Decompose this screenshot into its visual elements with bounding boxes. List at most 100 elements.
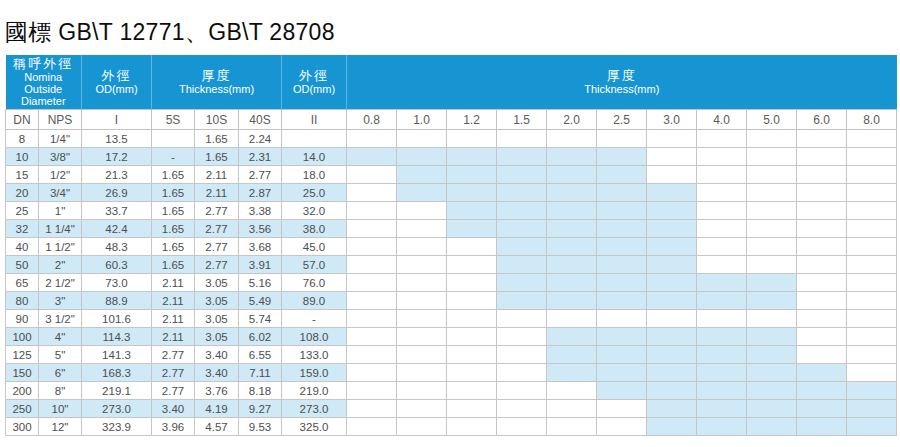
cell-dn: 20 xyxy=(6,184,39,202)
cell-thickness-1.0 xyxy=(397,292,447,310)
cell-5s: 2.77 xyxy=(152,346,195,364)
cell-thickness-2.0 xyxy=(547,346,597,364)
cell-thickness-1.2 xyxy=(447,382,497,400)
cell-thickness-1.0 xyxy=(397,184,447,202)
table-row-dn-32: 321 1/4"42.41.652.773.5638.0 xyxy=(6,220,897,238)
cell-nps: 5" xyxy=(39,346,82,364)
cell-dn: 40 xyxy=(6,238,39,256)
cell-thickness-0.8 xyxy=(347,202,397,220)
cell-5s: 2.11 xyxy=(152,292,195,310)
subheader-nps: NPS xyxy=(39,110,82,130)
cell-5s: 2.11 xyxy=(152,310,195,328)
cell-dn: 90 xyxy=(6,310,39,328)
cell-thickness-0.8 xyxy=(347,220,397,238)
cell-thickness-2.5 xyxy=(597,202,647,220)
table-row-dn-20: 203/4"26.91.652.112.8725.0 xyxy=(6,184,897,202)
table-row-dn-15: 151/2"21.31.652.112.7718.0 xyxy=(6,166,897,184)
cell-thickness-8.0 xyxy=(847,400,897,418)
cell-nps: 3/8" xyxy=(39,148,82,166)
cell-thickness-8.0 xyxy=(847,418,897,436)
cell-thickness-0.8 xyxy=(347,166,397,184)
cell-thickness-2.0 xyxy=(547,274,597,292)
cell-thickness-4.0 xyxy=(697,400,747,418)
cell-thickness-1.5 xyxy=(497,292,547,310)
cell-thickness-6.0 xyxy=(797,220,847,238)
cell-od2: - xyxy=(282,310,347,328)
cell-10s: 2.11 xyxy=(195,184,239,202)
cell-thickness-1.2 xyxy=(447,328,497,346)
cell-thickness-0.8 xyxy=(347,148,397,166)
subheader-row: DNNPSI5S10S40SII0.81.01.21.52.02.53.04.0… xyxy=(6,110,897,130)
table-row-dn-100: 1004"114.32.113.056.02108.0 xyxy=(6,328,897,346)
cell-10s: 2.77 xyxy=(195,256,239,274)
cell-thickness-1.2 xyxy=(447,202,497,220)
cell-40s: 6.55 xyxy=(239,346,282,364)
subheader-40s: 40S xyxy=(239,110,282,130)
subheader-1.2: 1.2 xyxy=(447,110,497,130)
cell-thickness-8.0 xyxy=(847,310,897,328)
cell-od2: 38.0 xyxy=(282,220,347,238)
cell-thickness-6.0 xyxy=(797,166,847,184)
cell-thickness-3.0 xyxy=(647,364,697,382)
cell-thickness-1.5 xyxy=(497,256,547,274)
cell-thickness-2.5 xyxy=(597,292,647,310)
cell-thickness-3.0 xyxy=(647,202,697,220)
cell-thickness-4.0 xyxy=(697,130,747,148)
cell-thickness-1.2 xyxy=(447,148,497,166)
cell-thickness-1.2 xyxy=(447,418,497,436)
header-nominal-en-2: Outside Diameter xyxy=(6,83,82,107)
cell-thickness-1.0 xyxy=(397,166,447,184)
table-row-dn-80: 803"88.92.113.055.4989.0 xyxy=(6,292,897,310)
cell-thickness-5.0 xyxy=(747,292,797,310)
cell-dn: 8 xyxy=(6,130,39,148)
cell-nps: 1" xyxy=(39,202,82,220)
subheader-3.0: 3.0 xyxy=(647,110,697,130)
cell-thickness-1.0 xyxy=(397,310,447,328)
cell-5s: 3.96 xyxy=(152,418,195,436)
subheader-1.0: 1.0 xyxy=(397,110,447,130)
cell-thickness-8.0 xyxy=(847,292,897,310)
cell-nps: 1 1/4" xyxy=(39,220,82,238)
cell-thickness-3.0 xyxy=(647,130,697,148)
cell-thickness-1.0 xyxy=(397,202,447,220)
cell-thickness-1.2 xyxy=(447,364,497,382)
pipe-spec-table: 稱呼外徑 Nomina Outside Diameter 外徑 OD(mm) 厚… xyxy=(5,55,897,436)
cell-od1: 42.4 xyxy=(82,220,152,238)
cell-od1: 26.9 xyxy=(82,184,152,202)
cell-5s: 1.65 xyxy=(152,238,195,256)
header-nominal-outside-diameter: 稱呼外徑 Nomina Outside Diameter xyxy=(6,55,82,110)
cell-thickness-4.0 xyxy=(697,364,747,382)
cell-thickness-1.0 xyxy=(397,148,447,166)
header-thickness-2-en: Thickness(mm) xyxy=(347,83,897,95)
header-od-1-en: OD(mm) xyxy=(82,83,151,95)
subheader-10s: 10S xyxy=(195,110,239,130)
cell-thickness-1.2 xyxy=(447,400,497,418)
table-row-dn-200: 2008"219.12.773.768.18219.0 xyxy=(6,382,897,400)
cell-thickness-1.5 xyxy=(497,400,547,418)
cell-thickness-1.5 xyxy=(497,220,547,238)
cell-thickness-1.5 xyxy=(497,148,547,166)
cell-thickness-6.0 xyxy=(797,292,847,310)
header-thickness-1-zh: 厚度 xyxy=(152,68,281,83)
cell-thickness-1.2 xyxy=(447,238,497,256)
cell-thickness-4.0 xyxy=(697,328,747,346)
cell-thickness-1.2 xyxy=(447,292,497,310)
cell-thickness-4.0 xyxy=(697,346,747,364)
header-nominal-en-1: Nomina xyxy=(6,71,82,83)
cell-thickness-1.5 xyxy=(497,328,547,346)
table-row-dn-10: 103/8"17.2-1.652.3114.0 xyxy=(6,148,897,166)
page-title: 國標 GB\T 12771、GB\T 28708 xyxy=(5,17,335,48)
cell-nps: 2" xyxy=(39,256,82,274)
table-row-dn-50: 502"60.31.652.773.9157.0 xyxy=(6,256,897,274)
subheader-i: I xyxy=(82,110,152,130)
cell-40s: 9.27 xyxy=(239,400,282,418)
cell-thickness-2.5 xyxy=(597,220,647,238)
cell-dn: 300 xyxy=(6,418,39,436)
cell-thickness-6.0 xyxy=(797,400,847,418)
cell-10s: 3.05 xyxy=(195,274,239,292)
cell-5s: 2.11 xyxy=(152,274,195,292)
cell-thickness-4.0 xyxy=(697,166,747,184)
cell-nps: 4" xyxy=(39,328,82,346)
cell-thickness-1.5 xyxy=(497,310,547,328)
cell-thickness-0.8 xyxy=(347,364,397,382)
